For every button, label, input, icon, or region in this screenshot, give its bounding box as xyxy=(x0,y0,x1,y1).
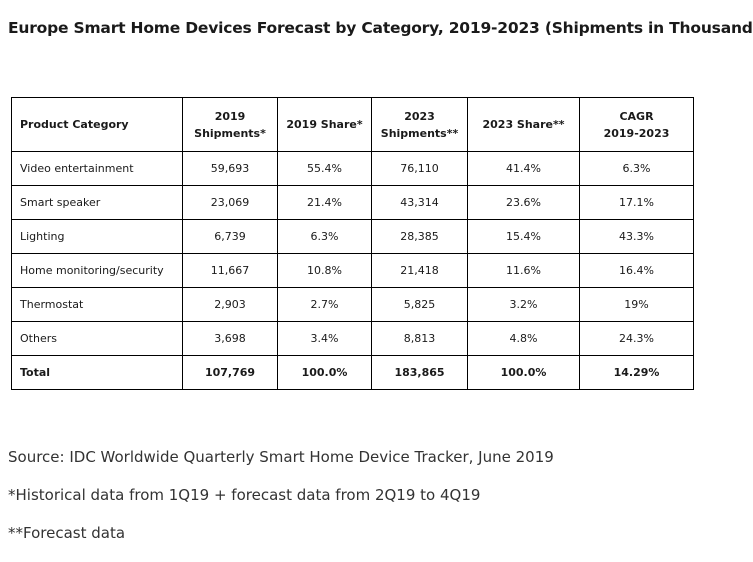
cell-2019-share: 55.4% xyxy=(277,151,372,186)
cell-2023-share: 15.4% xyxy=(467,219,580,254)
cell-category: Home monitoring/security xyxy=(11,253,183,288)
cell-2019-share: 3.4% xyxy=(277,321,372,356)
header-cagr-line2: 2019-2023 xyxy=(603,126,670,140)
total-cagr: 14.29% xyxy=(579,355,694,390)
header-2019-share: 2019 Share* xyxy=(277,97,372,152)
total-2023-share: 100.0% xyxy=(467,355,580,390)
cell-cagr: 24.3% xyxy=(579,321,694,356)
cell-2023-share: 11.6% xyxy=(467,253,580,288)
cell-cagr: 17.1% xyxy=(579,185,694,220)
header-2019-shipments-line2: Shipments* xyxy=(194,126,266,140)
cell-2019-share: 6.3% xyxy=(277,219,372,254)
header-2023-shipments-line2: Shipments** xyxy=(380,126,459,140)
cell-2023-shipments: 5,825 xyxy=(371,287,468,322)
cell-2023-shipments: 76,110 xyxy=(371,151,468,186)
cell-2023-share: 41.4% xyxy=(467,151,580,186)
cell-2019-share: 10.8% xyxy=(277,253,372,288)
forecast-table: Product Category 2019 Shipments* 2019 Sh… xyxy=(11,97,694,390)
total-2019-shipments: 107,769 xyxy=(182,355,278,390)
header-2023-share-label: 2023 Share** xyxy=(482,118,565,131)
cell-2023-shipments: 43,314 xyxy=(371,185,468,220)
cell-2023-shipments: 8,813 xyxy=(371,321,468,356)
cell-cagr: 6.3% xyxy=(579,151,694,186)
forecast-footnote: **Forecast data xyxy=(8,524,126,542)
cell-2019-share: 21.4% xyxy=(277,185,372,220)
cell-2023-share: 4.8% xyxy=(467,321,580,356)
header-2019-share-label: 2019 Share* xyxy=(286,118,363,131)
header-cagr: CAGR 2019-2023 xyxy=(579,97,694,152)
footnotes: Source: IDC Worldwide Quarterly Smart Ho… xyxy=(8,448,554,562)
table-header-row: Product Category 2019 Shipments* 2019 Sh… xyxy=(11,97,694,152)
table-row: Lighting 6,739 6.3% 28,385 15.4% 43.3% xyxy=(11,219,694,254)
total-2023-shipments: 183,865 xyxy=(371,355,468,390)
cell-2019-shipments: 11,667 xyxy=(182,253,278,288)
table-row: Video entertainment 59,693 55.4% 76,110 … xyxy=(11,151,694,186)
header-2023-shipments: 2023 Shipments** xyxy=(371,97,468,152)
total-label: Total xyxy=(11,355,183,390)
header-cagr-line1: CAGR xyxy=(619,109,654,123)
cell-2023-shipments: 28,385 xyxy=(371,219,468,254)
cell-category: Others xyxy=(11,321,183,356)
header-2019-shipments-line1: 2019 xyxy=(214,109,246,123)
page-title: Europe Smart Home Devices Forecast by Ca… xyxy=(8,19,753,37)
header-2023-share: 2023 Share** xyxy=(467,97,580,152)
cell-category: Video entertainment xyxy=(11,151,183,186)
header-product-category: Product Category xyxy=(11,97,183,152)
header-2023-shipments-line1: 2023 xyxy=(404,109,435,123)
cell-2019-shipments: 6,739 xyxy=(182,219,278,254)
cell-2019-shipments: 2,903 xyxy=(182,287,278,322)
total-2019-share: 100.0% xyxy=(277,355,372,390)
cell-cagr: 16.4% xyxy=(579,253,694,288)
source-note: Source: IDC Worldwide Quarterly Smart Ho… xyxy=(8,448,554,466)
cell-2019-shipments: 3,698 xyxy=(182,321,278,356)
table-row: Thermostat 2,903 2.7% 5,825 3.2% 19% xyxy=(11,287,694,322)
cell-category: Lighting xyxy=(11,219,183,254)
cell-2019-shipments: 23,069 xyxy=(182,185,278,220)
table-row: Smart speaker 23,069 21.4% 43,314 23.6% … xyxy=(11,185,694,220)
cell-2019-shipments: 59,693 xyxy=(182,151,278,186)
historical-footnote: *Historical data from 1Q19 + forecast da… xyxy=(8,486,481,504)
cell-2023-shipments: 21,418 xyxy=(371,253,468,288)
cell-cagr: 19% xyxy=(579,287,694,322)
cell-category: Thermostat xyxy=(11,287,183,322)
header-product-category-label: Product Category xyxy=(20,118,129,131)
cell-category: Smart speaker xyxy=(11,185,183,220)
cell-2019-share: 2.7% xyxy=(277,287,372,322)
cell-2023-share: 3.2% xyxy=(467,287,580,322)
table-row: Home monitoring/security 11,667 10.8% 21… xyxy=(11,253,694,288)
cell-2023-share: 23.6% xyxy=(467,185,580,220)
header-2019-shipments: 2019 Shipments* xyxy=(182,97,278,152)
table-row: Others 3,698 3.4% 8,813 4.8% 24.3% xyxy=(11,321,694,356)
table-total-row: Total 107,769 100.0% 183,865 100.0% 14.2… xyxy=(11,355,694,390)
cell-cagr: 43.3% xyxy=(579,219,694,254)
